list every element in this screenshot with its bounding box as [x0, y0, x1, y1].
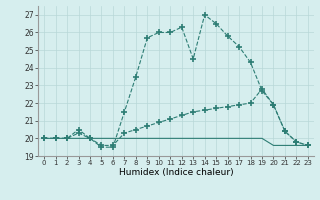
X-axis label: Humidex (Indice chaleur): Humidex (Indice chaleur) — [119, 168, 233, 177]
